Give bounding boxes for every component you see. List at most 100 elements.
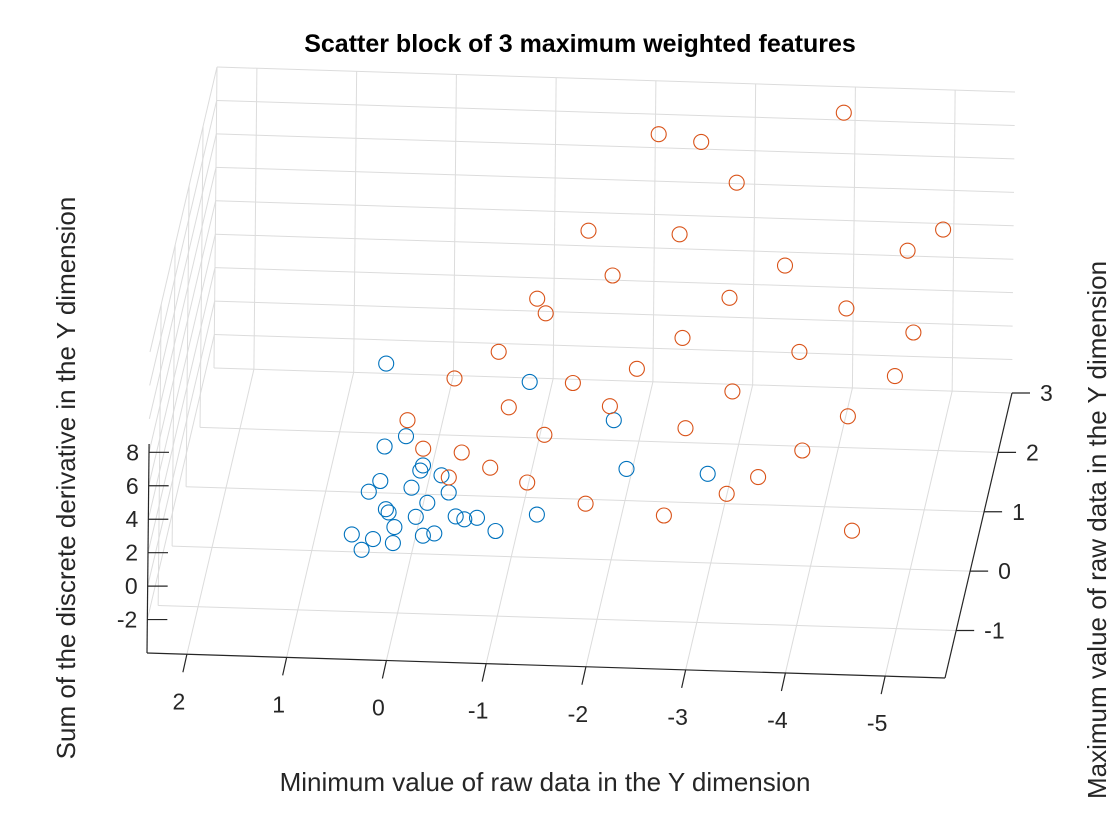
series-a-point bbox=[456, 511, 473, 528]
series-b-point bbox=[415, 440, 432, 457]
series-a-point bbox=[419, 494, 436, 511]
grid-line bbox=[216, 133, 1015, 160]
series-a-point bbox=[343, 526, 360, 543]
series-a-point bbox=[426, 525, 443, 542]
series-b-point bbox=[537, 305, 554, 322]
x-tick-label: -2 bbox=[568, 701, 588, 727]
series-b-point bbox=[750, 469, 767, 486]
grid-line bbox=[172, 545, 971, 572]
x-tick-label: -4 bbox=[767, 707, 788, 733]
grid-line bbox=[147, 300, 216, 587]
x-tick-label: 2 bbox=[173, 688, 186, 714]
series-b-point bbox=[446, 370, 463, 387]
grid-line bbox=[149, 100, 218, 386]
grid-line bbox=[185, 185, 190, 487]
x-tick-mark bbox=[481, 663, 487, 682]
grid-line bbox=[147, 267, 216, 553]
series-b-point bbox=[674, 329, 691, 346]
series-b-point bbox=[724, 383, 741, 400]
grid-line bbox=[215, 166, 1015, 193]
series-a-point bbox=[468, 509, 486, 526]
x-tick-mark bbox=[182, 654, 188, 673]
series-b-point bbox=[440, 469, 457, 486]
series-b-point bbox=[718, 485, 735, 502]
series-a-point bbox=[521, 373, 538, 390]
series-b-point bbox=[536, 426, 553, 443]
grid-line bbox=[214, 300, 1013, 327]
series-a-point bbox=[380, 504, 397, 521]
x-axis-label: Minimum value of raw data in the Y dimen… bbox=[280, 767, 811, 797]
grid-line bbox=[213, 66, 218, 369]
series-a-point bbox=[360, 483, 377, 500]
grid-line bbox=[148, 133, 217, 420]
y-tick-label: 3 bbox=[1040, 380, 1053, 406]
x-tick-mark bbox=[581, 666, 587, 685]
series-a-point bbox=[397, 428, 415, 445]
series-b-point bbox=[453, 444, 470, 461]
grid-line bbox=[186, 486, 985, 513]
grid-line bbox=[171, 245, 176, 547]
y-tick-label: 0 bbox=[998, 558, 1011, 584]
series-b-point bbox=[482, 459, 499, 476]
grid-line bbox=[951, 90, 956, 392]
series-a-point bbox=[699, 465, 716, 482]
grid-line bbox=[147, 234, 216, 520]
series-b-point bbox=[671, 226, 688, 243]
x-tick-mark bbox=[780, 672, 786, 692]
y-tick-label: 2 bbox=[1026, 439, 1039, 465]
series-b-point bbox=[935, 221, 952, 238]
series-a-point bbox=[353, 541, 370, 558]
grid-line bbox=[215, 200, 1014, 227]
series-b-point bbox=[839, 408, 856, 425]
grid-line bbox=[158, 605, 957, 631]
series-b-point bbox=[490, 343, 507, 360]
z-tick-label: 8 bbox=[126, 439, 139, 465]
series-b bbox=[399, 104, 952, 539]
series-a-point bbox=[403, 479, 420, 496]
series-a-point bbox=[414, 527, 431, 544]
y-tick-label: 1 bbox=[1012, 499, 1025, 525]
grid-line bbox=[199, 126, 204, 428]
z-tick-label: 6 bbox=[126, 473, 139, 499]
grid-line bbox=[253, 68, 258, 370]
axes bbox=[146, 392, 1030, 695]
series-b-point bbox=[529, 290, 546, 307]
series-b-point bbox=[580, 222, 597, 239]
z-axis-line bbox=[146, 443, 150, 654]
series-a-point bbox=[407, 508, 424, 525]
tick-labels: 2 1 0 -1 -2 -3 -4 -5 -1 0 1 2 3 -2 0 2 4 6 8 bbox=[117, 380, 1053, 736]
grid-line bbox=[752, 83, 757, 385]
series-b-point bbox=[564, 374, 581, 392]
x-tick-label: 0 bbox=[372, 695, 385, 721]
grid-line bbox=[148, 200, 217, 486]
grid-line bbox=[214, 267, 1014, 294]
x-tick-label: -5 bbox=[867, 710, 887, 736]
series-b-point bbox=[835, 104, 852, 121]
series-b-point bbox=[905, 324, 922, 341]
series-a-point bbox=[487, 522, 504, 540]
z-axis-label: Sum of the discrete derivative in the Y … bbox=[51, 197, 81, 760]
z-tick-label: 0 bbox=[125, 573, 138, 599]
series-a-point bbox=[412, 462, 429, 479]
series-b-point bbox=[721, 289, 738, 306]
series-b-point bbox=[650, 126, 667, 143]
series-a bbox=[343, 355, 716, 558]
grid-line bbox=[146, 334, 215, 620]
grid bbox=[146, 66, 1016, 677]
y-axis-label: Maximum value of raw data in the Y dimen… bbox=[1082, 261, 1112, 799]
series-b-point bbox=[886, 368, 903, 385]
series-a-point bbox=[528, 506, 545, 523]
series-a-point bbox=[433, 467, 450, 484]
series-b-point bbox=[399, 412, 416, 429]
grid-line bbox=[552, 77, 557, 379]
grid-line bbox=[157, 304, 162, 606]
series-a-point bbox=[618, 460, 635, 477]
series-b-point bbox=[655, 507, 672, 524]
grid-line bbox=[452, 74, 457, 376]
grid-line bbox=[353, 71, 358, 373]
series-b-point bbox=[577, 495, 594, 512]
series-b-point bbox=[728, 174, 745, 191]
x-tick-mark bbox=[282, 657, 288, 676]
